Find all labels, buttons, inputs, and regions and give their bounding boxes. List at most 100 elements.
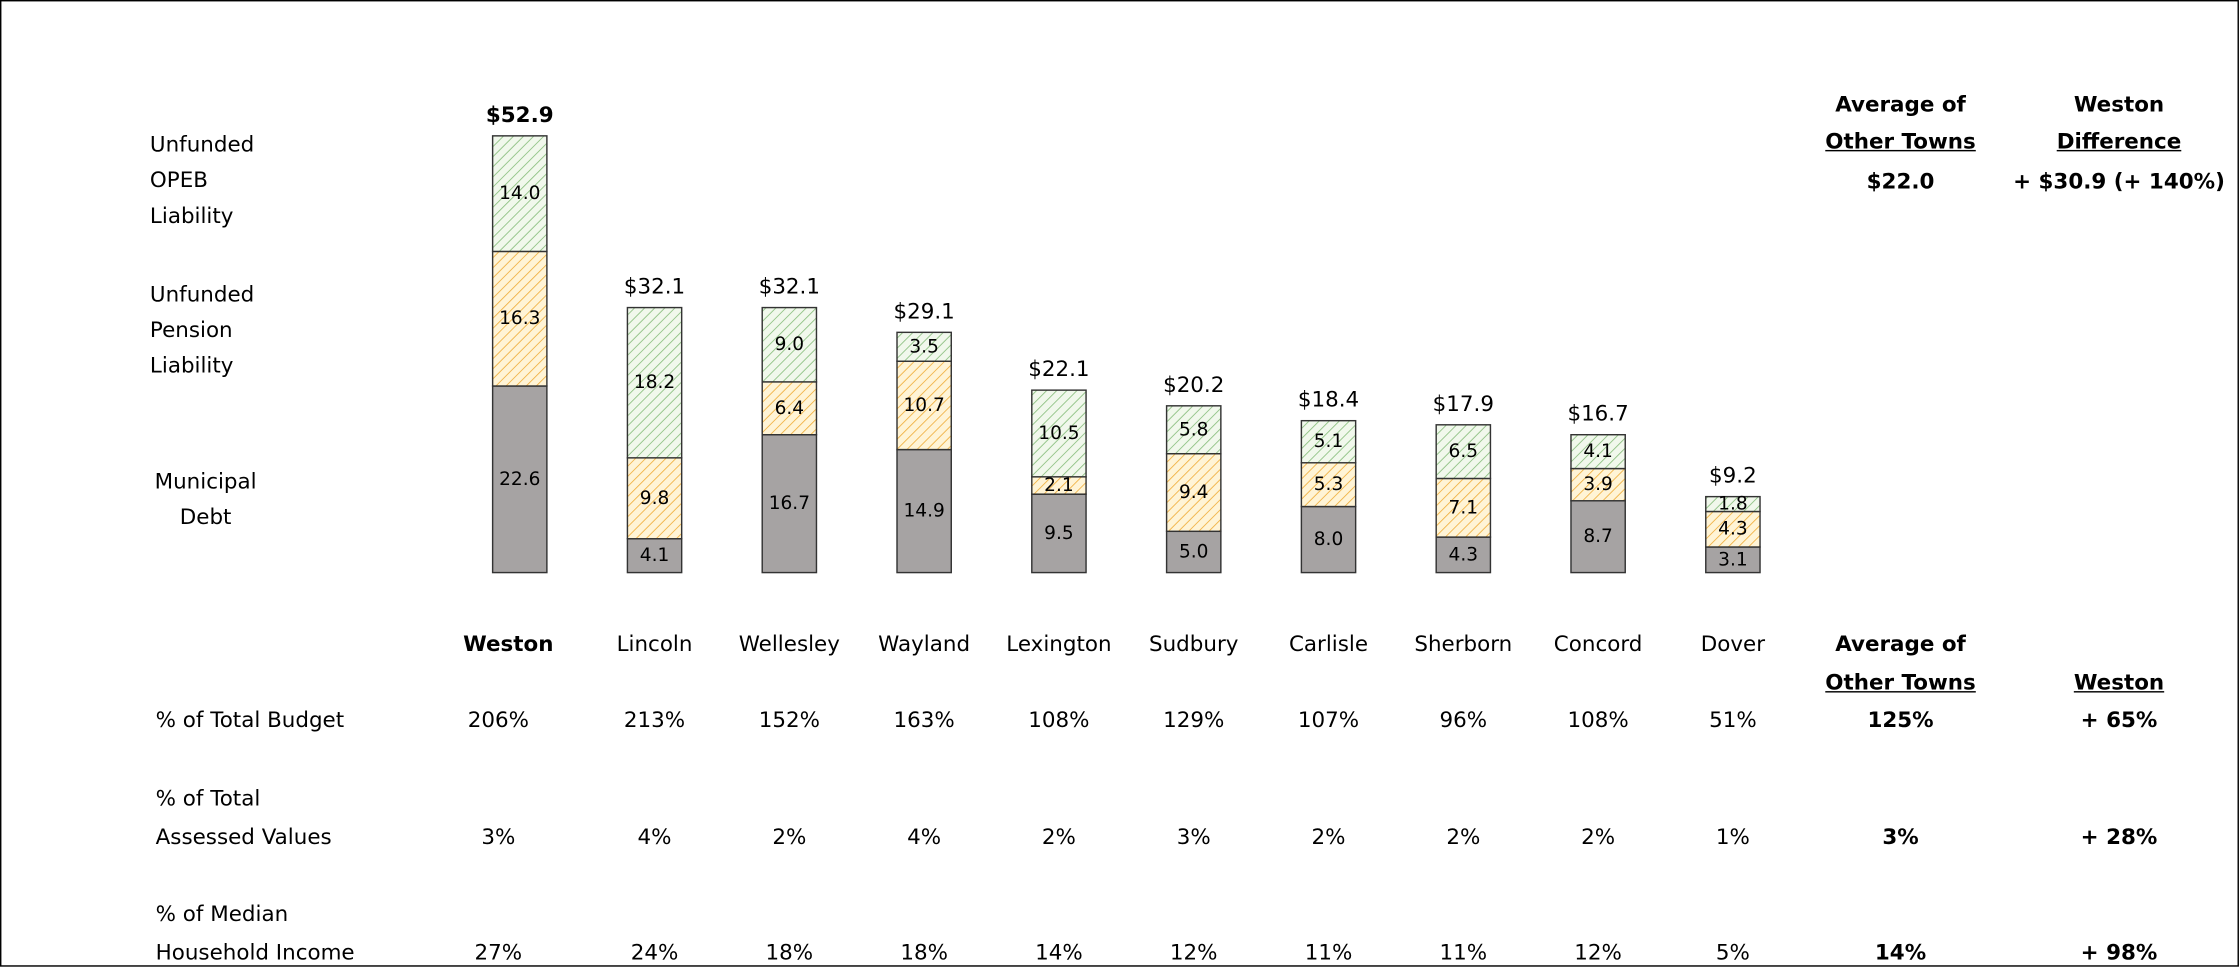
bar-segment	[1435, 424, 1492, 480]
bar-segment	[1300, 462, 1357, 508]
table-cell: 11%	[1304, 939, 1353, 966]
bar-segment	[1031, 493, 1087, 574]
segment-label: 22.6	[499, 469, 540, 490]
bar-segment	[491, 385, 548, 574]
table-cell: 12%	[1574, 939, 1622, 966]
segment-label: 4.1	[1583, 441, 1613, 462]
bar-segment	[1300, 419, 1357, 464]
total-label: $52.9	[486, 103, 554, 128]
segment-label: 9.0	[775, 334, 805, 355]
segment-label: 6.4	[775, 398, 805, 419]
table-cell: 96%	[1439, 706, 1488, 733]
total-label: $32.1	[624, 275, 685, 300]
bar-segment	[1300, 505, 1357, 574]
average-label: Average of	[1835, 91, 1966, 118]
category-label: Concord	[1553, 631, 1643, 657]
bar-segment	[1570, 434, 1626, 470]
category-label: Dover	[1700, 631, 1766, 657]
row-label: % of Median	[155, 901, 289, 927]
category-label: Lexington	[1006, 631, 1112, 657]
segment-label: 4.3	[1449, 544, 1479, 565]
table-cell: 18%	[765, 939, 814, 966]
segment-label: 8.7	[1583, 526, 1613, 547]
table-cell: 18%	[900, 939, 948, 966]
table-average: 3%	[1882, 823, 1919, 850]
table-cell: 51%	[1709, 706, 1757, 733]
category-label: Sudbury	[1149, 631, 1239, 657]
table-cell: 2%	[772, 823, 807, 850]
bar-segment	[1031, 389, 1087, 478]
table-cell: 129%	[1163, 706, 1225, 733]
table-cell: 4%	[907, 823, 942, 850]
segment-label: 5.0	[1179, 541, 1209, 562]
table-difference: + 65%	[2080, 706, 2158, 733]
category-label: Carlisle	[1288, 631, 1369, 657]
segment-label: 16.3	[499, 308, 540, 329]
bar-segment	[896, 360, 952, 451]
segment-label: 3.9	[1583, 474, 1613, 495]
category-label: Wayland	[878, 631, 971, 657]
total-label: $18.4	[1298, 388, 1359, 413]
table-cell: 2%	[1041, 823, 1076, 850]
table-average: 14%	[1874, 939, 1927, 966]
table-cell: 11%	[1439, 939, 1488, 966]
bar-segment	[761, 381, 818, 436]
bar-segment	[491, 135, 548, 253]
table-cell: 206%	[467, 706, 529, 733]
total-label: $9.2	[1709, 464, 1757, 489]
table-cell: 27%	[474, 939, 523, 966]
segment-label: 10.7	[903, 395, 944, 416]
table-cell: 3%	[481, 823, 516, 850]
segment-label: 1.8	[1718, 494, 1747, 515]
bar-segment	[1705, 495, 1761, 513]
category-label: Wellesley	[738, 631, 840, 657]
segment-label: 8.0	[1314, 529, 1344, 550]
bar-segment	[1435, 477, 1492, 538]
table-cell: 2%	[1581, 823, 1616, 850]
total-label: $22.1	[1028, 357, 1089, 382]
table-header: Average of	[1835, 631, 1966, 657]
average-label: Other Towns	[1825, 128, 1976, 155]
segment-label: 5.8	[1179, 419, 1209, 440]
segment-label: 3.5	[909, 336, 939, 357]
bar-segment	[626, 457, 683, 540]
bar-segment	[1165, 530, 1222, 574]
legend-label: Municipal Debt	[154, 468, 257, 530]
segment-label: 9.8	[640, 488, 669, 509]
segment-label: 5.3	[1314, 474, 1344, 495]
table-cell: 108%	[1567, 706, 1629, 733]
segment-label: 4.3	[1718, 519, 1747, 540]
segment-label: 9.4	[1179, 482, 1209, 503]
difference-label: Weston	[2073, 91, 2165, 118]
bar-segment	[626, 306, 683, 459]
table-cell: 213%	[623, 706, 686, 733]
legend-label: Unfunded Pension Liability	[149, 281, 255, 379]
segment-label: 9.5	[1044, 523, 1074, 544]
table-cell: 12%	[1169, 939, 1218, 966]
table-cell: 5%	[1715, 939, 1750, 966]
row-label: % of Total Budget	[155, 706, 345, 733]
average-value: $22.0	[1866, 168, 1935, 195]
legend-label: Unfunded OPEB Liability	[149, 131, 255, 229]
table-header: Weston	[2073, 669, 2165, 696]
table-difference: + 98%	[2080, 939, 2158, 966]
table-cell: 108%	[1028, 706, 1090, 733]
difference-label: Difference	[2056, 128, 2182, 155]
segment-label: 2.1	[1044, 475, 1074, 496]
total-label: $16.7	[1567, 402, 1628, 427]
total-label: $20.2	[1163, 373, 1224, 398]
table-cell: 152%	[758, 706, 820, 733]
table-cell: 24%	[630, 939, 679, 966]
category-label: Sherborn	[1414, 631, 1513, 657]
row-label: Household Income	[155, 939, 355, 966]
category-label: Lincoln	[616, 631, 693, 657]
segment-label: 18.2	[634, 372, 675, 393]
table-header: Other Towns	[1825, 669, 1976, 696]
table-cell: 4%	[637, 823, 672, 850]
table-average: 125%	[1867, 706, 1934, 733]
table-difference: + 28%	[2080, 823, 2158, 850]
segment-label: 16.7	[769, 493, 810, 514]
bar-segment	[491, 250, 548, 387]
